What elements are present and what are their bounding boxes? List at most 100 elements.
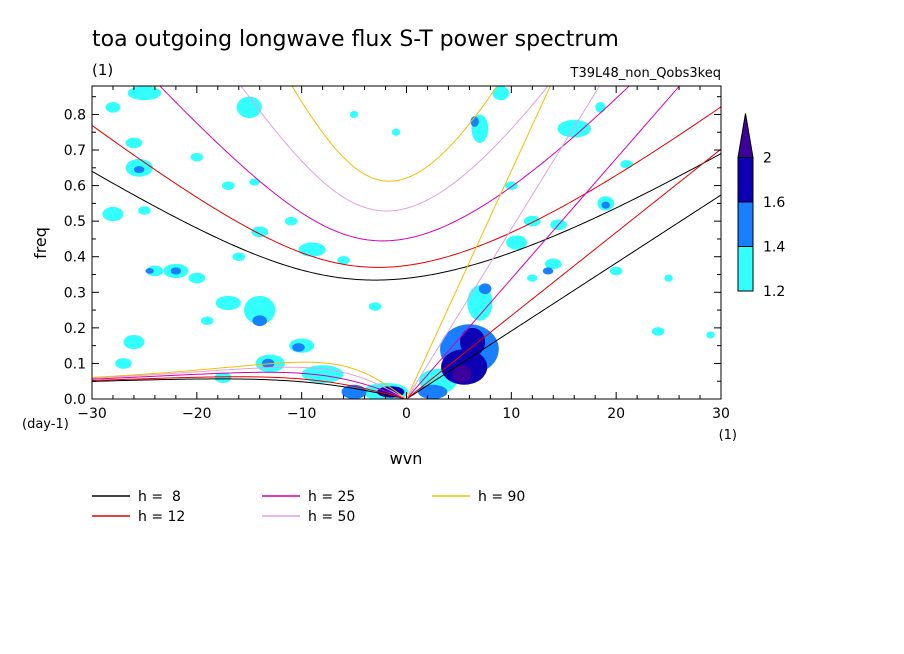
contour-patch [478, 283, 492, 295]
kelvin-wave-curve [406, 194, 721, 399]
inertia-gravity-wave-curve [92, 153, 721, 281]
contour-patch [123, 334, 145, 350]
contour-patch [609, 266, 623, 276]
colorbar-level-label: 1.4 [763, 240, 785, 256]
colorbar-extend-arrow [737, 113, 754, 158]
contour-patch [527, 274, 538, 282]
x-tick-label: 10 [502, 406, 520, 422]
contour-patch [145, 268, 154, 274]
contour-patch [252, 315, 268, 327]
contour-patch [292, 343, 305, 352]
colorbar-segment [737, 157, 754, 203]
contour-patch [557, 119, 592, 138]
chart-title: toa outgoing longwave flux S-T power spe… [92, 27, 619, 52]
y-tick-label: 0.3 [64, 285, 86, 301]
kelvin-wave-curve [406, 86, 601, 399]
y-tick-label: 0.1 [64, 356, 86, 372]
legend-label: h = 12 [138, 509, 185, 525]
contour-patch [170, 267, 182, 275]
y-tick-label: 0.7 [64, 143, 86, 159]
colorbar-level-label: 2 [763, 151, 772, 167]
dispersion-curve-layer [92, 86, 721, 399]
kelvin-wave-curve [406, 148, 721, 399]
legend: h = 8 h = 12 h = 25 h = 50 h = 90 [92, 489, 525, 525]
contour-patch [284, 216, 298, 226]
contour-patch [601, 201, 610, 209]
contour-patch [236, 96, 262, 119]
x-tick-label: −30 [77, 406, 107, 422]
contour-fill-layer [102, 86, 715, 399]
contour-patch [133, 166, 145, 174]
contour-patch [651, 327, 665, 336]
contour-patch [127, 86, 162, 101]
contour-patch [125, 137, 143, 149]
contour-patch [232, 252, 246, 261]
kelvin-wave-curve [406, 86, 681, 399]
x-tick-label: 30 [712, 406, 730, 422]
rossby-wave-curve [92, 371, 407, 399]
contour-patch [523, 215, 541, 227]
contour-patch [249, 178, 260, 186]
x-tick-label: −20 [182, 406, 212, 422]
contour-patch [418, 384, 448, 399]
contour-patch [452, 365, 472, 383]
contour-patch [505, 181, 518, 190]
contour-patch [620, 159, 633, 169]
contour-patch [301, 365, 344, 383]
x-unit-label: (1) [719, 428, 737, 443]
x-tick-label: 0 [402, 406, 411, 422]
contour-patch [349, 110, 359, 119]
inertia-gravity-wave-curve [291, 86, 498, 182]
contour-patch [105, 102, 121, 113]
colorbar-level-label: 1.6 [763, 195, 785, 211]
x-axis-label: wvn [390, 449, 423, 468]
rossby-wave-curve [92, 361, 407, 399]
contour-patch [368, 302, 382, 311]
contour-patch [298, 242, 326, 257]
colorbar-level-label: 1.2 [763, 284, 785, 300]
contour-patch [138, 206, 151, 215]
y-tick-label: 0.8 [64, 107, 86, 123]
rossby-wave-curve [92, 366, 407, 399]
axes-layer: −30 −20 −10 0 10 20 30 0.0 0.1 0.2 0.3 0.4 0.5 0.6 0.7… [64, 86, 730, 422]
contour-patch [595, 102, 606, 113]
rossby-wave-curve [92, 376, 407, 399]
inertia-gravity-wave-curve [92, 106, 721, 268]
legend-label: h = 90 [478, 489, 525, 505]
chart-subtitle-right: T39L48_non_Qobs3keq [570, 66, 722, 81]
contour-patch [506, 235, 528, 250]
contour-patch [215, 295, 241, 311]
colorbar-segment [737, 246, 754, 292]
y-axis-label: freq [31, 227, 50, 259]
contour-patch [467, 285, 493, 321]
legend-label: h = 25 [308, 489, 355, 505]
contour-patch [102, 206, 124, 222]
x-tick-label: 20 [607, 406, 625, 422]
contour-patch [214, 372, 232, 383]
rossby-wave-curve [92, 378, 407, 399]
y-unit-label: (day-1) [22, 417, 69, 432]
contour-patch [664, 274, 673, 282]
contour-patch [459, 327, 486, 357]
contour-patch [188, 272, 206, 284]
inertia-gravity-wave-curve [159, 86, 630, 242]
contour-patch [391, 128, 401, 136]
contour-patch [542, 267, 554, 275]
inertia-gravity-wave-curve [240, 86, 549, 212]
contour-patch [337, 256, 350, 265]
contour-patch [544, 258, 562, 270]
legend-label: h = 50 [308, 509, 355, 525]
contour-patch [251, 226, 269, 238]
contour-patch [706, 331, 715, 339]
legend-label: h = 8 [138, 489, 181, 505]
colorbar-segment [737, 201, 754, 247]
contour-patch [201, 316, 214, 326]
contour-patch [244, 295, 276, 325]
y-tick-label: 0.0 [64, 392, 86, 408]
contour-patch [470, 116, 479, 127]
colorbar: 1.2 1.4 1.6 2 [737, 113, 785, 300]
x-tick-label: −10 [287, 406, 317, 422]
contour-patch [492, 86, 510, 101]
y-tick-label: 0.6 [64, 179, 86, 195]
